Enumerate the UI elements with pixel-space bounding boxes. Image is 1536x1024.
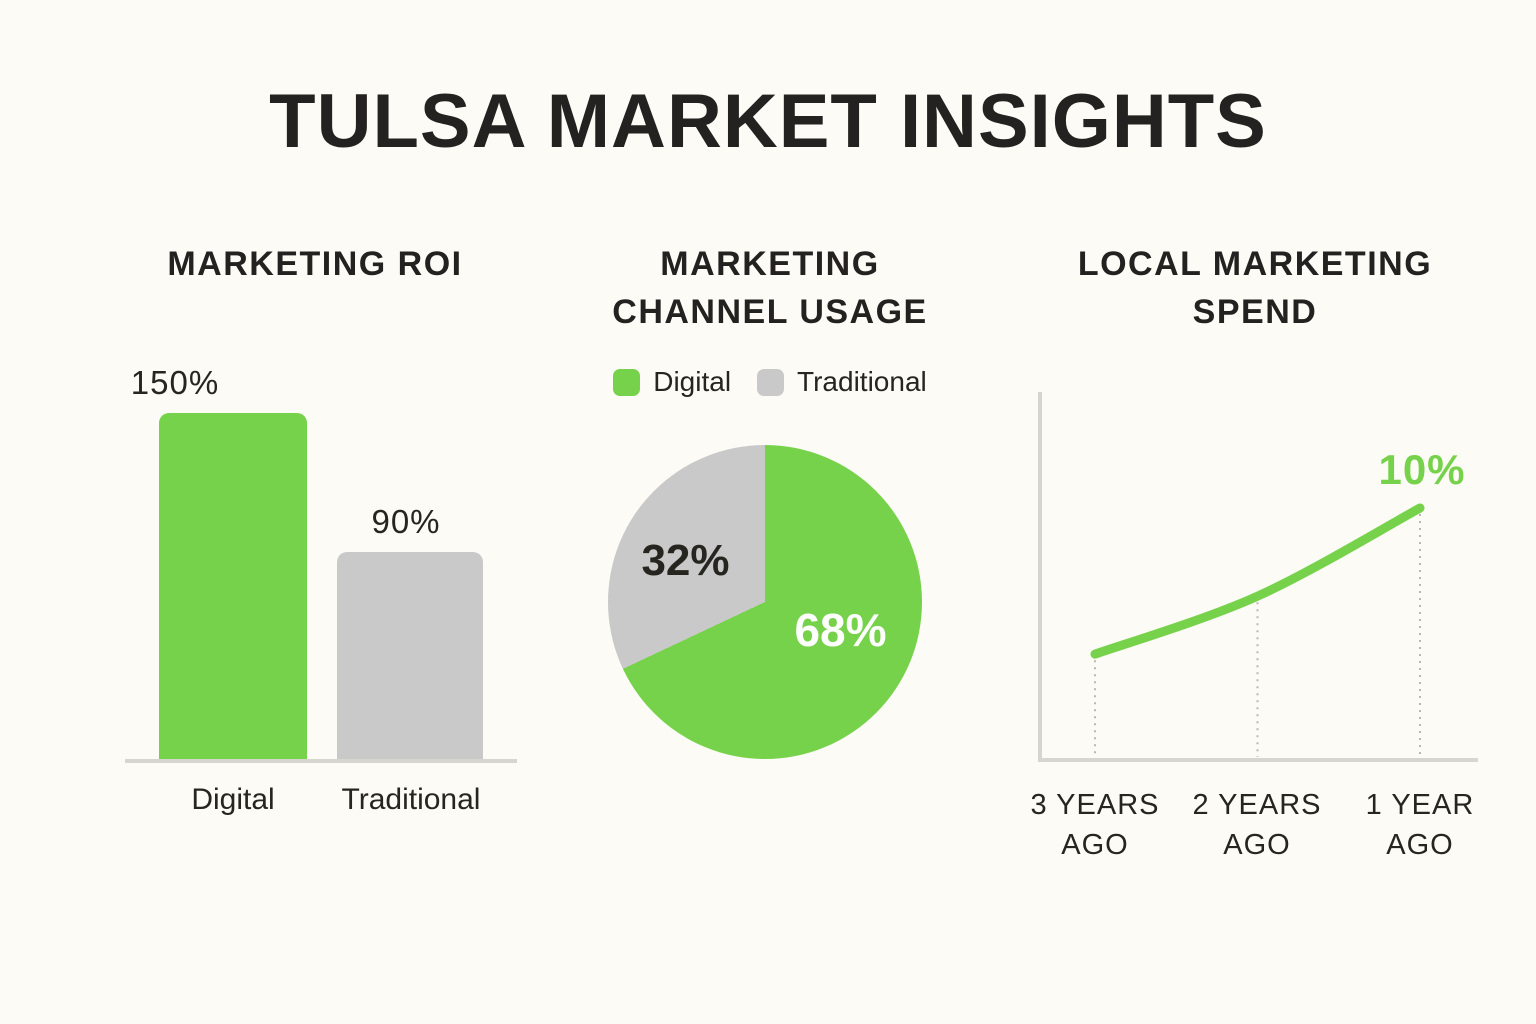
bar-digital <box>159 413 307 761</box>
pie-legend: Digital Traditional <box>560 366 980 398</box>
bar-chart-title-text: MARKETING ROI <box>167 245 463 283</box>
bar-category-digital: Digital <box>191 783 275 816</box>
bar-chart-title: MARKETING ROI <box>100 240 530 288</box>
trend-line <box>1090 503 1425 659</box>
x-label-2-years-ago: 2 YEARS AGO <box>1192 789 1322 862</box>
page-title: TULSA MARKET INSIGHTS <box>269 79 1267 164</box>
x-label-1-year-ago: 1 YEAR AGO <box>1365 789 1475 862</box>
legend-swatch-traditional <box>757 368 785 396</box>
bar-chart-plot: 150% 90% <box>125 240 517 763</box>
pie-slice-label-digital: 68% <box>794 604 887 656</box>
legend-label-digital: Digital <box>653 366 732 397</box>
legend-item-traditional: Traditional <box>757 366 927 398</box>
bar-value-digital: 150% <box>130 364 220 401</box>
line-chart-title-text: LOCAL MARKETING SPEND <box>1077 245 1433 332</box>
line-chart-title: LOCAL MARKETING SPEND <box>1020 240 1490 337</box>
pie-slice-label-traditional: 32% <box>641 536 730 585</box>
bar-traditional <box>337 552 483 761</box>
pie-chart-title: MARKETING CHANNEL USAGE <box>560 240 980 337</box>
line-chart-plot: 10% <box>1038 392 1478 762</box>
pie-chart-panel: MARKETING CHANNEL USAGE Digital Traditio… <box>560 240 980 880</box>
trend-annotation: 10% <box>1378 446 1465 493</box>
bar-category-traditional: Traditional <box>341 783 481 816</box>
legend-item-digital: Digital <box>613 366 731 398</box>
x-label-3-years-ago: 3 YEARS AGO <box>1030 789 1160 862</box>
legend-swatch-digital <box>613 368 641 396</box>
bar-chart-baseline <box>125 759 517 763</box>
bar-value-traditional: 90% <box>371 503 441 540</box>
line-chart-panel: LOCAL MARKETING SPEND 10% 3 YEARS AGO 2 … <box>1020 240 1490 880</box>
bar-chart-panel: MARKETING ROI 150% 90% Digital Tradition… <box>100 240 530 880</box>
pie-chart: 32% 68% <box>608 445 922 759</box>
legend-label-traditional: Traditional <box>797 366 927 397</box>
pie-chart-title-text: MARKETING CHANNEL USAGE <box>612 245 928 332</box>
